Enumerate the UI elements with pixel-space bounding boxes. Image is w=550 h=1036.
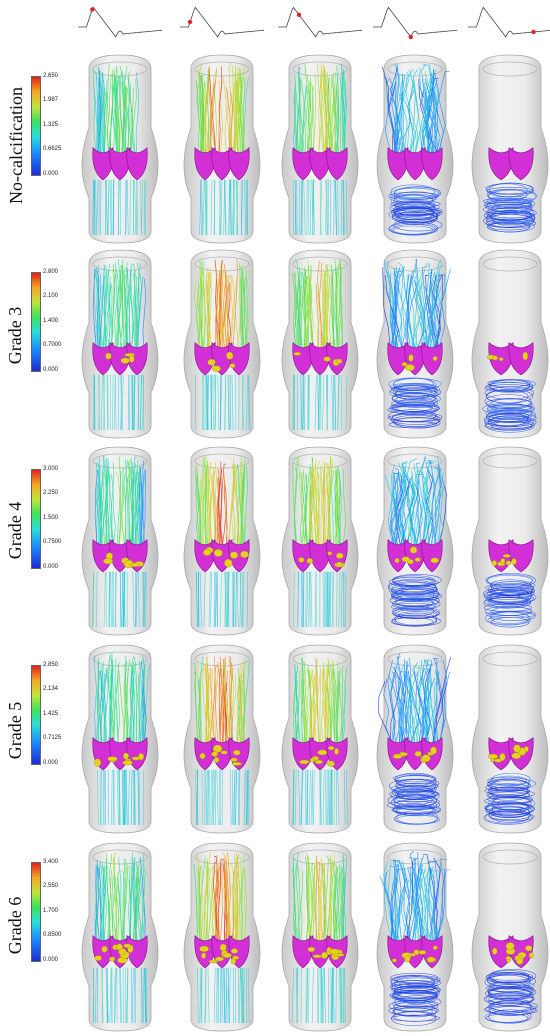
vessel-panel: [281, 54, 359, 244]
colorbar-tick: 2.650: [43, 73, 59, 79]
waveform-curve: [373, 6, 458, 38]
waveform-curve: [180, 6, 265, 38]
colorbar-tick: 0.000: [43, 957, 59, 963]
colorbar-tick: 2.100: [43, 293, 59, 299]
colorbar-tick: 1.987: [43, 97, 59, 103]
colorbar-tick: 1.700: [43, 908, 59, 914]
vessel-panel: [471, 54, 549, 244]
colorbar-tick: 0.000: [43, 564, 59, 570]
colorbar-1: [31, 272, 41, 372]
colorbar-tick: 0.7500: [43, 539, 62, 545]
vessel-panel: [376, 842, 454, 1032]
vessel-panel: [81, 644, 159, 834]
time-marker: [531, 29, 536, 35]
vessel-panel: [281, 249, 359, 439]
vessel-panel: [471, 446, 549, 636]
vessel-panel: [81, 446, 159, 636]
vessel-panel: [281, 644, 359, 834]
colorbar-tick: 2.250: [43, 490, 59, 496]
vessel-panel: [376, 446, 454, 636]
vessel-panel: [183, 446, 261, 636]
colorbar-tick: 0.000: [43, 760, 59, 766]
vessel-panel: [81, 842, 159, 1032]
colorbar-tick: 2.800: [43, 269, 59, 275]
vessel-panel: [81, 249, 159, 439]
vessel-panel: [376, 54, 454, 244]
vessel-panel: [471, 842, 549, 1032]
vessel-panel: [281, 842, 359, 1032]
vessel-panel: [81, 54, 159, 244]
colorbar-tick: 1.500: [43, 515, 59, 521]
vessel-panel: [376, 249, 454, 439]
colorbar-tick: 0.7125: [43, 735, 62, 741]
vessel-panel: [183, 54, 261, 244]
colorbar-tick: 1.425: [43, 711, 59, 717]
colorbar-2: [31, 469, 41, 569]
vessel-panel: [183, 842, 261, 1032]
waveform-curve: [468, 6, 550, 38]
colorbar-tick: 3.400: [43, 859, 59, 865]
vessel-panel: [376, 644, 454, 834]
vessel-panel: [471, 249, 549, 439]
vessel-panel: [183, 644, 261, 834]
time-marker: [187, 19, 193, 25]
colorbar-3: [31, 665, 41, 765]
colorbar-tick: 2.550: [43, 883, 59, 889]
waveform-curve: [78, 6, 163, 38]
colorbar-tick: 3.000: [43, 466, 59, 472]
colorbar-tick: 0.000: [43, 171, 59, 177]
time-marker: [408, 34, 413, 40]
colorbar-tick: 1.400: [43, 318, 59, 324]
colorbar-tick: 0.8500: [43, 932, 62, 938]
colorbar-tick: 0.6625: [43, 146, 62, 152]
waveform-curve: [278, 6, 363, 38]
colorbar-0: [31, 76, 41, 176]
time-marker: [296, 12, 302, 17]
colorbar-4: [31, 862, 41, 962]
time-marker: [90, 7, 95, 12]
vessel-panel: [183, 249, 261, 439]
colorbar-tick: 2.134: [43, 686, 59, 692]
colorbar-tick: 2.850: [43, 662, 59, 668]
colorbar-tick: 0.7000: [43, 342, 62, 348]
colorbar-tick: 0.000: [43, 367, 59, 373]
colorbar-tick: 1.325: [43, 122, 59, 128]
vessel-panel: [471, 644, 549, 834]
vessel-panel: [281, 446, 359, 636]
